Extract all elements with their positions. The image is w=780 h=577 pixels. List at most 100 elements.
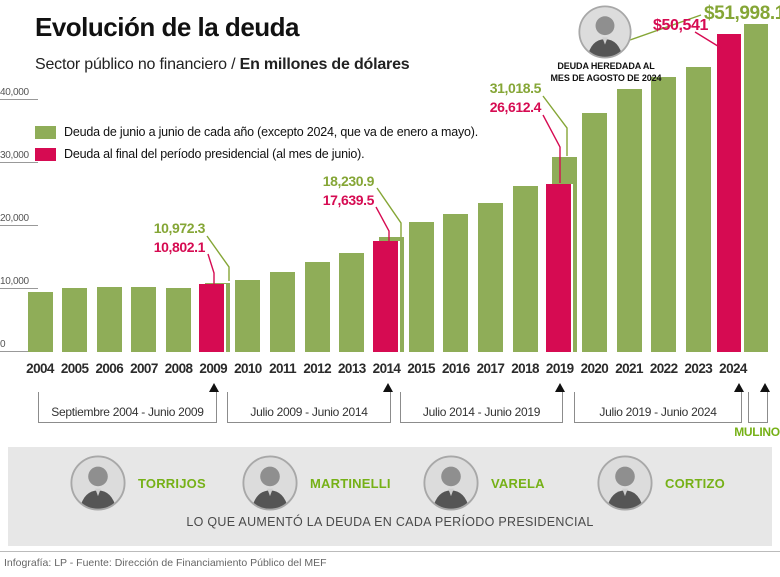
bar-2004-green	[27, 292, 53, 352]
mulino-photo	[578, 5, 632, 59]
bar-2022-green	[651, 77, 677, 352]
annotation-2014-red: 17,639.5	[322, 192, 375, 208]
period-bracket-1: Julio 2009 - Junio 2014	[227, 392, 391, 423]
y-axis-tick-40,000: 40,000	[0, 87, 38, 100]
x-axis-year-2008: 2008	[164, 361, 193, 376]
bar-2011-green	[270, 272, 296, 352]
annotation-2024-green: $51,998.1	[704, 3, 780, 24]
president-photo-cortizo	[597, 455, 653, 511]
bracket-arrow-2	[555, 383, 565, 392]
bar-2020-green	[581, 113, 607, 352]
bracket-arrow-4	[760, 383, 770, 392]
x-axis-year-2022: 2022	[649, 361, 678, 376]
president-name-varela: VARELA	[491, 475, 545, 491]
bar-2005-green	[62, 288, 88, 352]
president-item-torrijos: TORRIJOS	[70, 455, 206, 511]
bracket-arrow-3	[734, 383, 744, 392]
callout-line-2	[376, 187, 402, 237]
president-item-martinelli: MARTINELLI	[242, 455, 391, 511]
x-axis-year-2020: 2020	[580, 361, 609, 376]
legend: Deuda de junio a junio de cada año (exce…	[35, 125, 478, 169]
president-photo-martinelli	[242, 455, 298, 511]
footer-divider	[0, 551, 780, 552]
president-photo-torrijos	[70, 455, 126, 511]
subtitle-units: En millones de dólares	[239, 56, 410, 73]
legend-item-1: Deuda al final del período presidencial …	[35, 147, 478, 161]
bar-2009-red	[199, 284, 227, 352]
x-axis-year-2006: 2006	[95, 361, 124, 376]
x-axis-year-2004: 2004	[26, 361, 54, 376]
period-label-3: Julio 2019 - Junio 2024	[599, 405, 717, 419]
callout-line-1	[207, 253, 215, 284]
y-axis-tick-10,000: 10,000	[0, 276, 38, 289]
callout-line-4	[542, 95, 568, 156]
x-axis-year-2010: 2010	[234, 361, 262, 376]
mulino-label: MULINO	[734, 425, 780, 439]
bracket-arrow-0	[209, 383, 219, 392]
x-axis-year-2018: 2018	[511, 361, 539, 376]
x-axis-year-2023: 2023	[684, 361, 713, 376]
period-bracket-3: Julio 2019 - Junio 2024	[574, 392, 742, 423]
bar-2024-green	[744, 24, 768, 352]
annotation-2019-green: 31,018.5	[489, 80, 542, 96]
subtitle-regular: Sector público no financiero /	[35, 56, 240, 73]
president-item-varela: VARELA	[423, 455, 545, 511]
x-axis-year-2019: 2019	[545, 361, 574, 376]
y-axis-tick-30,000: 30,000	[0, 150, 38, 163]
legend-item-0: Deuda de junio a junio de cada año (exce…	[35, 125, 478, 139]
bar-2007-green	[131, 287, 157, 352]
x-axis-year-2013: 2013	[338, 361, 366, 376]
bar-2014-red	[372, 241, 400, 352]
annotation-2009-red: 10,802.1	[153, 239, 206, 255]
period-label-0: Septiembre 2004 - Junio 2009	[51, 405, 204, 419]
period-label-2: Julio 2014 - Junio 2019	[422, 405, 541, 419]
period-bracket-2: Julio 2014 - Junio 2019	[400, 392, 563, 423]
president-item-cortizo: CORTIZO	[597, 455, 725, 511]
bar-2017-green	[477, 203, 503, 352]
bar-2010-green	[235, 280, 261, 352]
bar-2012-green	[304, 262, 330, 352]
bar-2016-green	[443, 214, 469, 352]
footer-credit: Infografía: LP - Fuente: Dirección de Fi…	[4, 557, 327, 569]
x-axis-year-2017: 2017	[476, 361, 505, 376]
president-name-martinelli: MARTINELLI	[310, 475, 391, 491]
page-title: Evolución de la deuda	[35, 12, 300, 42]
x-axis-year-2015: 2015	[407, 361, 435, 376]
x-axis-year-2012: 2012	[303, 361, 331, 376]
page-subtitle: Sector público no financiero / En millon…	[35, 56, 410, 74]
presidents-panel: LO QUE AUMENTÓ LA DEUDA EN CADA PERÍODO …	[8, 447, 772, 546]
annotation-2014-green: 18,230.9	[322, 173, 375, 189]
x-axis-year-2024: 2024	[719, 361, 747, 376]
legend-swatch-red	[35, 147, 56, 161]
y-axis-tick-20,000: 20,000	[0, 213, 38, 226]
annotation-2024-red: $50,541	[653, 17, 709, 34]
bar-2006-green	[96, 287, 122, 352]
y-axis-tick-0: 0	[0, 339, 38, 352]
callout-line-0	[206, 235, 230, 281]
callout-line-3	[375, 206, 390, 241]
bar-2024-red	[717, 34, 741, 352]
annotation-2009-green: 10,972.3	[153, 220, 206, 236]
president-name-torrijos: TORRIJOS	[138, 475, 206, 491]
x-axis-year-2021: 2021	[615, 361, 643, 376]
inherited-debt-caption-line2: MES DE AGOSTO DE 2024	[550, 72, 662, 83]
x-axis-year-2011: 2011	[269, 361, 296, 376]
legend-label-0: Deuda de junio a junio de cada año (exce…	[64, 125, 478, 139]
bar-2021-green	[616, 89, 642, 352]
bar-2023-green	[685, 67, 711, 352]
bar-2019-red	[545, 184, 573, 352]
bar-2018-green	[512, 186, 538, 352]
president-photo-varela	[423, 455, 479, 511]
bar-2008-green	[166, 288, 192, 352]
inherited-debt-caption: DEUDA HEREDADA AL MES DE AGOSTO DE 2024	[549, 61, 663, 84]
bar-2015-green	[408, 222, 434, 352]
legend-label-1: Deuda al final del período presidencial …	[64, 147, 365, 161]
bracket-arrow-1	[383, 383, 393, 392]
x-axis-year-2016: 2016	[441, 361, 470, 376]
annotation-2019-red: 26,612.4	[489, 99, 542, 115]
inherited-debt-caption-line1: DEUDA HEREDADA AL	[557, 61, 655, 71]
bar-2013-green	[339, 253, 365, 352]
x-axis-year-2014: 2014	[372, 361, 401, 376]
legend-swatch-green	[35, 125, 56, 139]
